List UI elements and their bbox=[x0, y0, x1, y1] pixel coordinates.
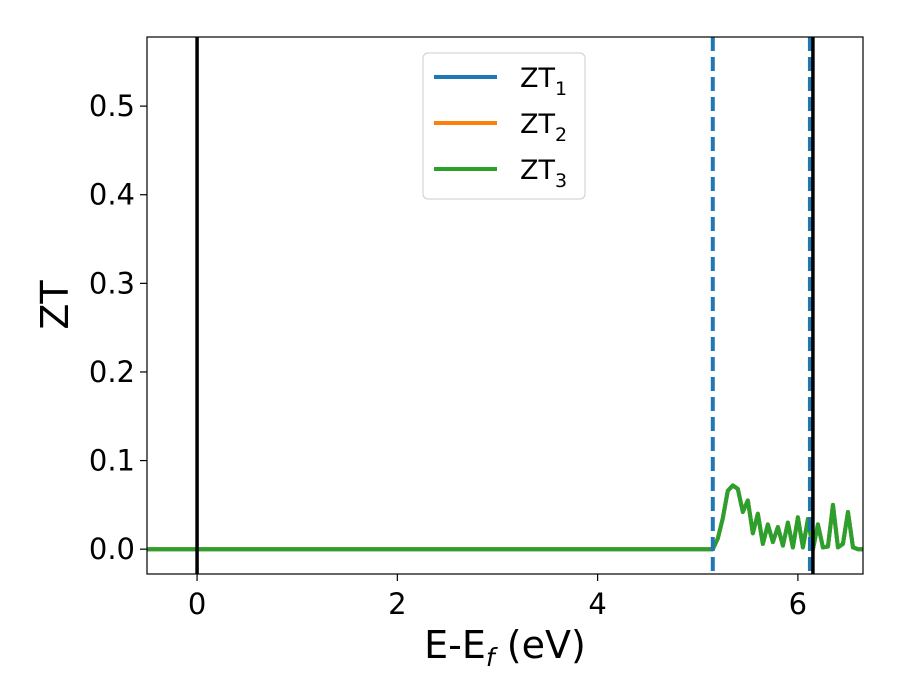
x-tick-label: 2 bbox=[388, 587, 406, 621]
y-tick-label: 0.3 bbox=[89, 266, 135, 300]
plot-area bbox=[147, 37, 863, 574]
x-axis-label-main: E-E bbox=[424, 623, 486, 667]
axis-ticks: 0 2 4 6 0.0 0.1 0.2 0.3 0.4 0.5 bbox=[89, 89, 807, 621]
series-line-3 bbox=[147, 483, 863, 552]
x-axis-label-unit: (eV) bbox=[495, 623, 586, 667]
y-tick-label: 0.5 bbox=[89, 89, 135, 123]
legend-box bbox=[422, 52, 586, 200]
plot-frame bbox=[146, 36, 864, 575]
x-tick-label: 0 bbox=[188, 587, 206, 621]
legend-label-3: ZT3 bbox=[520, 155, 567, 192]
y-axis-label: ZT bbox=[33, 280, 77, 330]
legend-label-2: ZT2 bbox=[520, 109, 567, 146]
y-tick-label: 0.4 bbox=[89, 178, 135, 212]
y-tick-label: 0.0 bbox=[89, 532, 135, 566]
y-tick-label: 0.2 bbox=[89, 355, 135, 389]
y-tick-label: 0.1 bbox=[89, 444, 135, 478]
legend: ZT1 ZT2 ZT3 bbox=[422, 52, 586, 200]
x-tick-label: 6 bbox=[789, 587, 807, 621]
x-tick-label: 4 bbox=[588, 587, 606, 621]
x-axis-label: E-Ef (eV) bbox=[424, 623, 586, 672]
legend-label-1: ZT1 bbox=[520, 63, 567, 100]
